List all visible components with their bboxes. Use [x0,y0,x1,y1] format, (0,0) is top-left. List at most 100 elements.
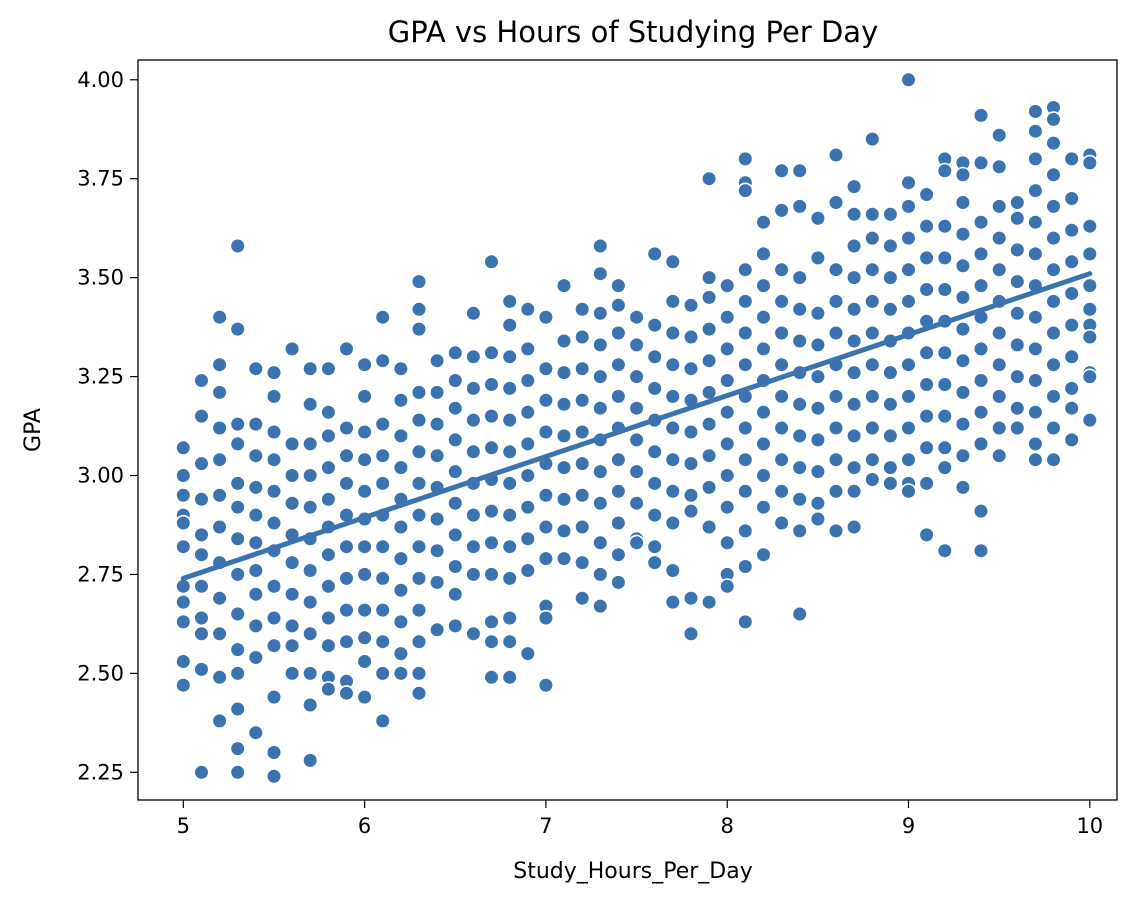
data-point [320,578,337,595]
data-point [809,305,827,322]
data-point [284,554,301,571]
data-point [211,669,228,686]
data-point [900,388,917,405]
data-point [574,518,591,536]
data-point [719,277,736,294]
data-point [410,321,428,338]
data-point [664,388,681,405]
data-point [519,372,536,389]
data-point [555,522,573,540]
data-point [1081,328,1098,346]
data-point [809,463,827,480]
data-point [410,601,428,619]
data-point [211,384,228,401]
data-point [392,645,410,662]
data-point [791,396,808,413]
data-point [610,356,627,373]
data-point [809,249,827,266]
data-point [882,269,899,286]
data-point [483,566,500,583]
data-point [991,419,1008,437]
data-point [320,427,337,445]
data-point [700,321,718,338]
data-point [882,301,899,318]
data-point [356,388,373,405]
x-tick-label: 7 [539,814,552,838]
data-point [320,404,337,421]
data-point [374,601,391,619]
data-point [592,534,609,551]
data-point [483,613,500,631]
data-point [537,392,555,409]
data-point [827,522,845,540]
data-point [628,309,645,326]
data-point [501,380,518,397]
data-point [646,348,663,365]
y-tick-label: 2.25 [77,760,124,784]
data-point [1009,305,1026,322]
data-point [972,340,990,358]
data-point [302,665,319,682]
data-point [537,360,555,377]
data-point [193,526,210,544]
data-point [501,669,518,686]
data-point [954,321,972,338]
data-point [302,696,319,714]
data-point [229,530,246,547]
data-point [791,301,808,318]
data-point [882,396,899,413]
data-point [519,467,536,484]
y-axis-label: GPA [21,408,46,452]
data-point [936,344,953,361]
data-point [465,566,482,583]
data-point [1081,368,1098,385]
data-point [193,764,210,781]
data-point [918,186,935,203]
data-point [1081,218,1098,235]
data-point [864,451,881,468]
data-point [1027,404,1044,421]
data-point [465,305,482,322]
data-point [229,740,246,757]
data-point [610,546,627,563]
data-point [537,309,555,326]
data-point [1009,194,1026,211]
data-point [193,546,210,563]
data-point [755,404,772,421]
data-point [755,214,772,231]
data-point [175,677,192,694]
data-point [1063,253,1080,270]
data-point [737,558,754,575]
data-point [737,150,754,167]
data-point [465,380,482,397]
data-point [755,277,772,294]
data-point [864,471,881,488]
x-tick-label: 5 [177,814,190,838]
data-point [247,534,264,551]
data-point [972,372,990,389]
y-tick-label: 3.50 [77,266,124,290]
data-point [537,609,555,627]
data-point [991,158,1008,175]
data-point [1063,348,1080,365]
data-point [773,293,790,310]
data-point [537,423,555,441]
data-point [501,348,518,365]
data-point [410,633,428,650]
data-point [265,451,283,468]
data-point [229,764,246,781]
data-point [410,273,428,290]
data-point [592,566,609,583]
data-point [265,637,283,654]
data-point [302,625,319,642]
data-point [392,665,410,682]
data-point [773,514,790,532]
data-point [519,645,536,662]
data-point [247,416,264,433]
data-point [229,641,246,658]
data-point [447,586,464,603]
data-point [773,483,790,500]
data-point [229,499,246,516]
data-point [410,538,428,555]
data-point [501,633,518,650]
